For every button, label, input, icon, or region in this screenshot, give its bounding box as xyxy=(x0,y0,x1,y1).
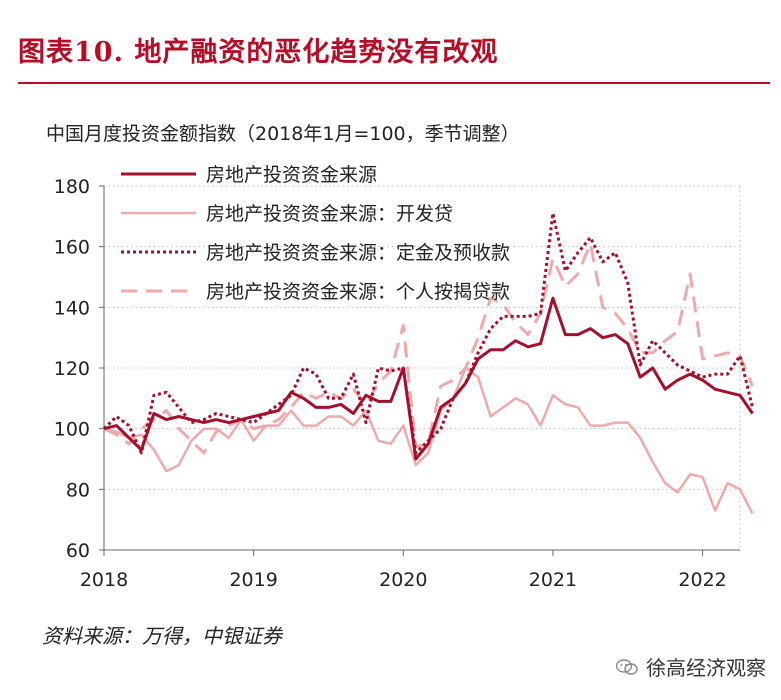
series-line-1 xyxy=(103,296,754,461)
legend-label-4: 房地产投资资金来源：个人按揭贷款 xyxy=(206,281,510,303)
legend-label-3: 房地产投资资金来源：定金及预收款 xyxy=(206,242,510,264)
y-tick-label: 160 xyxy=(54,237,90,259)
y-tick-label: 80 xyxy=(66,479,90,501)
series-line-2 xyxy=(103,366,754,515)
x-tick-label: 2022 xyxy=(678,569,726,591)
x-tick-label: 2021 xyxy=(529,569,577,591)
x-tick-label: 2020 xyxy=(379,569,427,591)
y-tick-label: 180 xyxy=(54,176,90,198)
source-note: 资料来源：万得，中银证券 xyxy=(42,624,282,648)
figure-title: 图表10. 地产融资的恶化趋势没有改观 xyxy=(18,37,499,68)
y-tick-label: 60 xyxy=(66,540,90,562)
series-line-4 xyxy=(103,242,754,455)
x-axis-ticks: 2018 2019 2020 2021 2022 xyxy=(80,550,727,591)
y-tick-label: 120 xyxy=(54,358,90,380)
y-tick-label: 100 xyxy=(54,419,90,441)
watermark: 徐高经济观察 xyxy=(616,652,766,681)
x-tick-label: 2018 xyxy=(80,569,128,591)
chart-title: 中国月度投资金额指数（2018年1月=100，季节调整） xyxy=(46,123,520,145)
wechat-icon xyxy=(616,658,638,675)
series-lines xyxy=(102,211,754,515)
title-divider xyxy=(18,82,770,84)
legend-label-2: 房地产投资资金来源：开发贷 xyxy=(206,203,453,225)
x-tick-label: 2019 xyxy=(229,569,277,591)
legend-label-1: 房地产投资资金来源 xyxy=(206,164,377,186)
watermark-text: 徐高经济观察 xyxy=(646,656,766,680)
grid-lines xyxy=(104,185,741,550)
y-axis-ticks: 60 80 100 120 140 160 180 xyxy=(54,176,104,562)
y-tick-label: 140 xyxy=(54,297,90,319)
legend: 房地产投资资金来源房地产投资资金来源：开发贷房地产投资资金来源：定金及预收款房地… xyxy=(121,164,510,303)
